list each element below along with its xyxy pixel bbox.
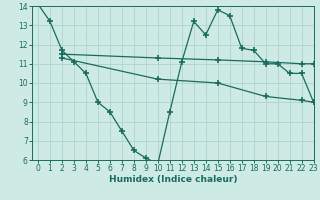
X-axis label: Humidex (Indice chaleur): Humidex (Indice chaleur) <box>108 175 237 184</box>
